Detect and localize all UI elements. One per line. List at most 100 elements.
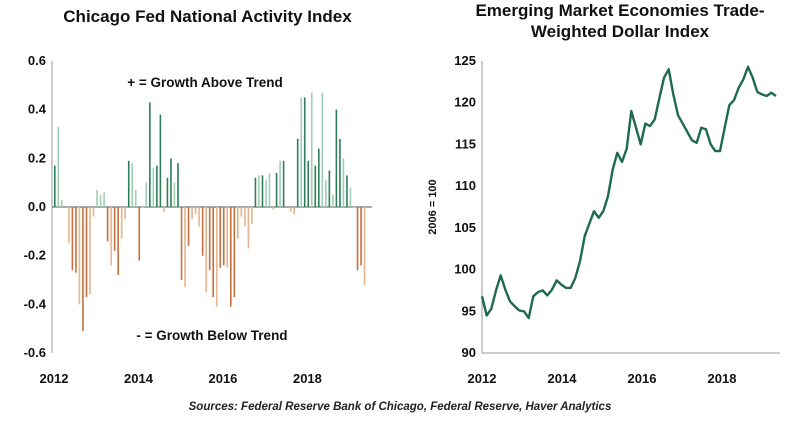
cfnai-bar [82, 207, 84, 332]
cfnai-bar [103, 192, 105, 207]
cfnai-bar [275, 172, 278, 207]
cfnai-bar [244, 207, 246, 227]
cfnai-bar [265, 180, 267, 207]
cfnai-bar [303, 97, 306, 207]
cfnai-bar [268, 172, 271, 207]
cfnai-bar [187, 207, 190, 246]
cfnai-bar [145, 182, 148, 207]
right-y-tick-label: 115 [455, 136, 476, 151]
cfnai-bar [247, 207, 250, 249]
cfnai-bar [134, 189, 137, 207]
cfnai-bar [205, 207, 207, 293]
cfnai-bar [166, 177, 169, 207]
cfnai-bar [339, 138, 341, 207]
cfnai-bar [71, 207, 74, 271]
cfnai-bar [96, 189, 98, 207]
cfnai-bar [261, 175, 264, 207]
left-y-tick-label: 0.0 [28, 199, 46, 214]
cfnai-bar [184, 207, 186, 288]
cfnai-bar [286, 207, 288, 208]
cfnai-bar [318, 148, 320, 207]
cfnai-bar [325, 180, 327, 207]
cfnai-bar [215, 207, 218, 307]
cfnai-bar [201, 207, 204, 256]
cfnai-bar [89, 207, 91, 295]
left-y-tick-label: 0.2 [28, 150, 46, 165]
cfnai-bar [57, 126, 60, 207]
left-y-tick-label: 0.4 [28, 102, 47, 117]
cfnai-bar [156, 165, 158, 207]
em-dollar-series-line [480, 65, 777, 320]
cfnai-bar [61, 199, 63, 207]
cfnai-bar-chart: 0.6 0.4 0.2 0.0 -0.2 -0.4 -0.6 2012 2014 2016 2018… [24, 53, 372, 386]
cfnai-bar [68, 207, 70, 244]
left-x-tick-label: 2016 [208, 371, 237, 386]
right-x-tick-label: 2014 [548, 371, 578, 386]
cfnai-bar [342, 158, 345, 207]
left-y-tick-label: -0.4 [24, 296, 47, 311]
cfnai-bar [240, 207, 243, 217]
cfnai-bar [149, 102, 151, 207]
left-x-tick-label: 2018 [293, 371, 322, 386]
cfnai-bar [282, 160, 285, 207]
cfnai-bar [163, 207, 165, 212]
cfnai-bar [307, 160, 310, 207]
left-y-tick-label: -0.6 [24, 345, 46, 360]
cfnai-bar [208, 207, 211, 271]
cfnai-bar [363, 207, 366, 285]
annotation-growth-below: - = Growth Below Trend [136, 328, 287, 343]
left-x-tick-label: 2014 [124, 371, 154, 386]
cfnai-bar [110, 207, 112, 266]
cfnai-bar [279, 160, 281, 207]
cfnai-bar [289, 207, 292, 212]
cfnai-bar [226, 207, 229, 268]
cfnai-bar [233, 207, 236, 298]
right-x-tick-label: 2018 [708, 371, 737, 386]
cfnai-bar [293, 207, 295, 215]
right-y-tick-label: 120 [454, 95, 476, 110]
right-y-tick-label: 90 [462, 345, 476, 360]
cfnai-bar [131, 163, 134, 207]
cfnai-bar [138, 207, 141, 261]
cfnai-bar [360, 207, 362, 266]
cfnai-bar [272, 207, 274, 210]
cfnai-bar [346, 175, 348, 207]
cfnai-bar [353, 207, 355, 208]
cfnai-bar [198, 207, 200, 227]
cfnai-bar [75, 207, 77, 273]
cfnai-bar [120, 207, 123, 239]
cfnai-bar [106, 207, 109, 242]
cfnai-bar [296, 138, 299, 207]
cfnai-bar [222, 207, 225, 266]
right-y-tick-label: 105 [454, 220, 476, 235]
cfnai-bar [237, 207, 239, 239]
em-dollar-line-chart: 125 120 115 110 105 100 95 90 2006 = 100 2012 2014… [427, 53, 780, 386]
cfnai-bar [54, 165, 56, 207]
cfnai-bar [78, 207, 81, 305]
cfnai-bar [300, 97, 302, 207]
cfnai-bar [212, 207, 214, 298]
right-y-axis-label: 2006 = 100 [427, 179, 439, 234]
left-y-tick-label: -0.2 [24, 248, 46, 263]
cfnai-bar [117, 207, 119, 276]
right-y-tick-label: 95 [462, 303, 476, 318]
cfnai-bar [251, 207, 253, 225]
cfnai-bar [170, 158, 172, 207]
annotation-growth-above: + = Growth Above Trend [127, 75, 283, 90]
cfnai-bar [177, 163, 179, 207]
right-chart-title: Emerging Market Economies Trade-Weighted… [475, 1, 765, 41]
cfnai-bar [191, 207, 193, 220]
cfnai-bar [159, 114, 162, 207]
cfnai-bar [356, 207, 359, 271]
cfnai-bar [99, 194, 102, 207]
cfnai-bar [258, 175, 260, 207]
cfnai-bar [113, 207, 116, 251]
cfnai-bar [310, 92, 313, 207]
right-y-tick-label: 125 [454, 53, 476, 68]
right-y-tick-label: 110 [455, 178, 476, 193]
right-x-tick-label: 2012 [468, 371, 497, 386]
cfnai-bar [254, 177, 257, 207]
cfnai-bar [173, 182, 176, 207]
right-x-tick-label: 2016 [628, 371, 657, 386]
left-chart-title: Chicago Fed National Activity Index [63, 7, 352, 26]
